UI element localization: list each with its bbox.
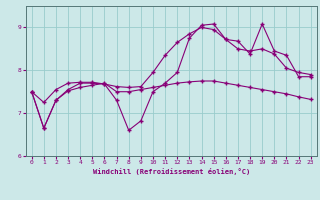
- X-axis label: Windchill (Refroidissement éolien,°C): Windchill (Refroidissement éolien,°C): [92, 168, 250, 175]
